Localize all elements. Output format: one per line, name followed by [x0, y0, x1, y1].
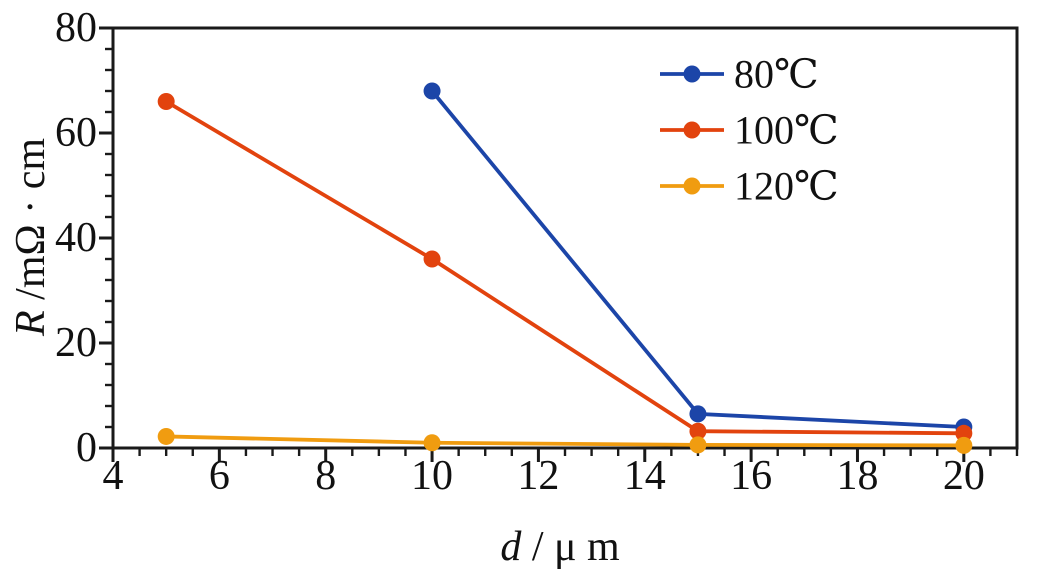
- legend-label: 100℃: [734, 108, 839, 153]
- legend-label: 80℃: [734, 52, 819, 97]
- series-line-0: [430, 89, 964, 429]
- y-axis-label-symbol: R: [8, 310, 54, 337]
- x-tick-label: 14: [624, 453, 666, 499]
- legend-swatch-marker: [683, 177, 701, 195]
- x-axis-label-symbol: d: [500, 524, 522, 570]
- x-tick-label: 16: [730, 453, 772, 499]
- data-point: [689, 436, 707, 454]
- legend: 80℃ 100℃ 120℃: [660, 52, 839, 209]
- legend-swatch-marker: [683, 65, 701, 83]
- x-tick-label: 20: [943, 453, 985, 499]
- series-line-2: [166, 434, 964, 448]
- y-tick-label: 40: [55, 215, 97, 261]
- data-point: [423, 434, 441, 452]
- data-point: [689, 422, 707, 440]
- y-tick-label: 60: [55, 110, 97, 156]
- data-point: [423, 82, 441, 100]
- data-point: [157, 427, 175, 445]
- x-tick-label: 10: [411, 453, 453, 499]
- x-axis-label: d / μ m: [500, 524, 620, 570]
- plot-frame: [111, 26, 1019, 450]
- data-point: [955, 436, 973, 454]
- data-point: [157, 93, 175, 110]
- x-tick-label: 18: [836, 453, 878, 499]
- y-axis-label-unit: /mΩ · cm: [8, 138, 54, 311]
- y-tick-label: 80: [55, 5, 97, 51]
- y-tick-label: 0: [76, 425, 97, 471]
- x-axis-label-unit: / μ m: [521, 524, 620, 570]
- x-tick-label: 8: [315, 453, 336, 499]
- y-axis-label: R /mΩ · cm: [8, 138, 54, 337]
- data-point: [689, 405, 707, 423]
- legend-label: 120℃: [734, 164, 839, 209]
- data-point: [955, 424, 973, 442]
- x-tick-label: 4: [103, 453, 124, 499]
- y-tick-label: 20: [55, 320, 97, 366]
- data-point: [423, 250, 441, 268]
- series-line-1: [165, 99, 964, 436]
- plot-layer: 4 6 8 10 12 14 16 18 20 0 20 40 60 80: [55, 5, 1019, 499]
- x-tick-label: 12: [517, 453, 559, 499]
- x-tick-label: 6: [209, 453, 230, 499]
- legend-swatch-marker: [683, 121, 701, 139]
